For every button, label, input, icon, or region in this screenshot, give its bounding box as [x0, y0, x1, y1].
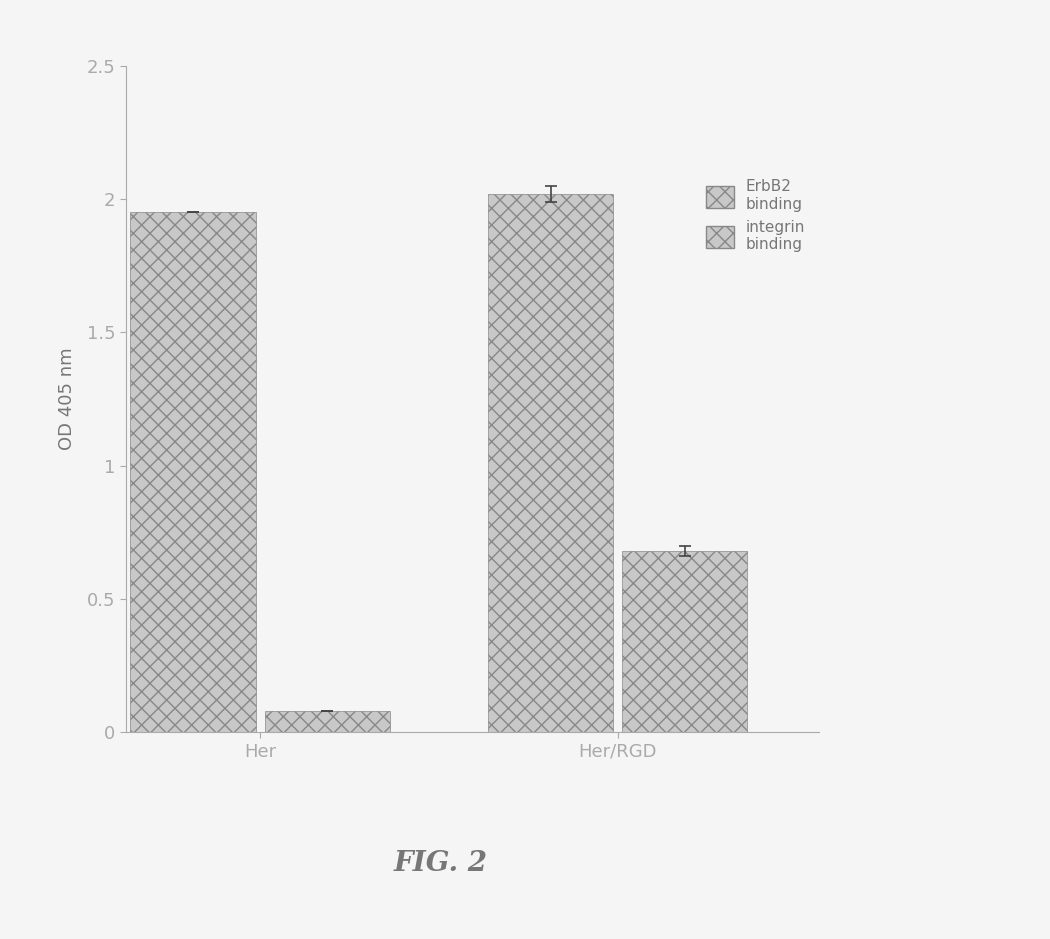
Bar: [623, 551, 748, 732]
Bar: [265, 711, 390, 732]
Text: FIG. 2: FIG. 2: [394, 851, 488, 877]
Legend: ErbB2
binding, integrin
binding: ErbB2 binding, integrin binding: [700, 174, 812, 258]
Bar: [130, 212, 255, 732]
Bar: [488, 193, 613, 732]
Y-axis label: OD 405 nm: OD 405 nm: [58, 347, 76, 451]
